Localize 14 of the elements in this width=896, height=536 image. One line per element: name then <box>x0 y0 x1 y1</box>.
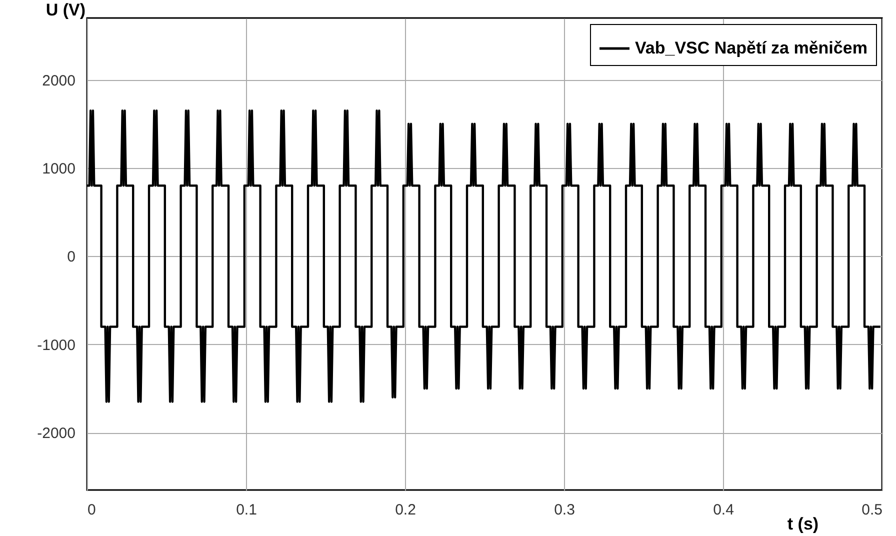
x-tick-label: 0 <box>88 502 96 518</box>
y-tick-label: 1000 <box>42 160 76 178</box>
y-tick-label: -2000 <box>37 425 76 442</box>
y-tick-label: 0 <box>67 248 76 266</box>
x-tick-label: 0.3 <box>554 502 575 518</box>
legend-label: Vab_VSC Napětí za měničem <box>635 38 868 58</box>
x-axis-title: t (s) <box>787 514 819 534</box>
y-tick-label: 2000 <box>42 72 76 90</box>
x-tick-label: 0.1 <box>236 502 257 518</box>
y-tick-label: -1000 <box>37 336 76 354</box>
x-tick-label: 0.5 <box>862 502 882 518</box>
x-tick-label: 0.4 <box>713 502 734 518</box>
x-tick-label: 0.2 <box>395 502 416 518</box>
y-axis-title: U (V) <box>46 0 86 20</box>
